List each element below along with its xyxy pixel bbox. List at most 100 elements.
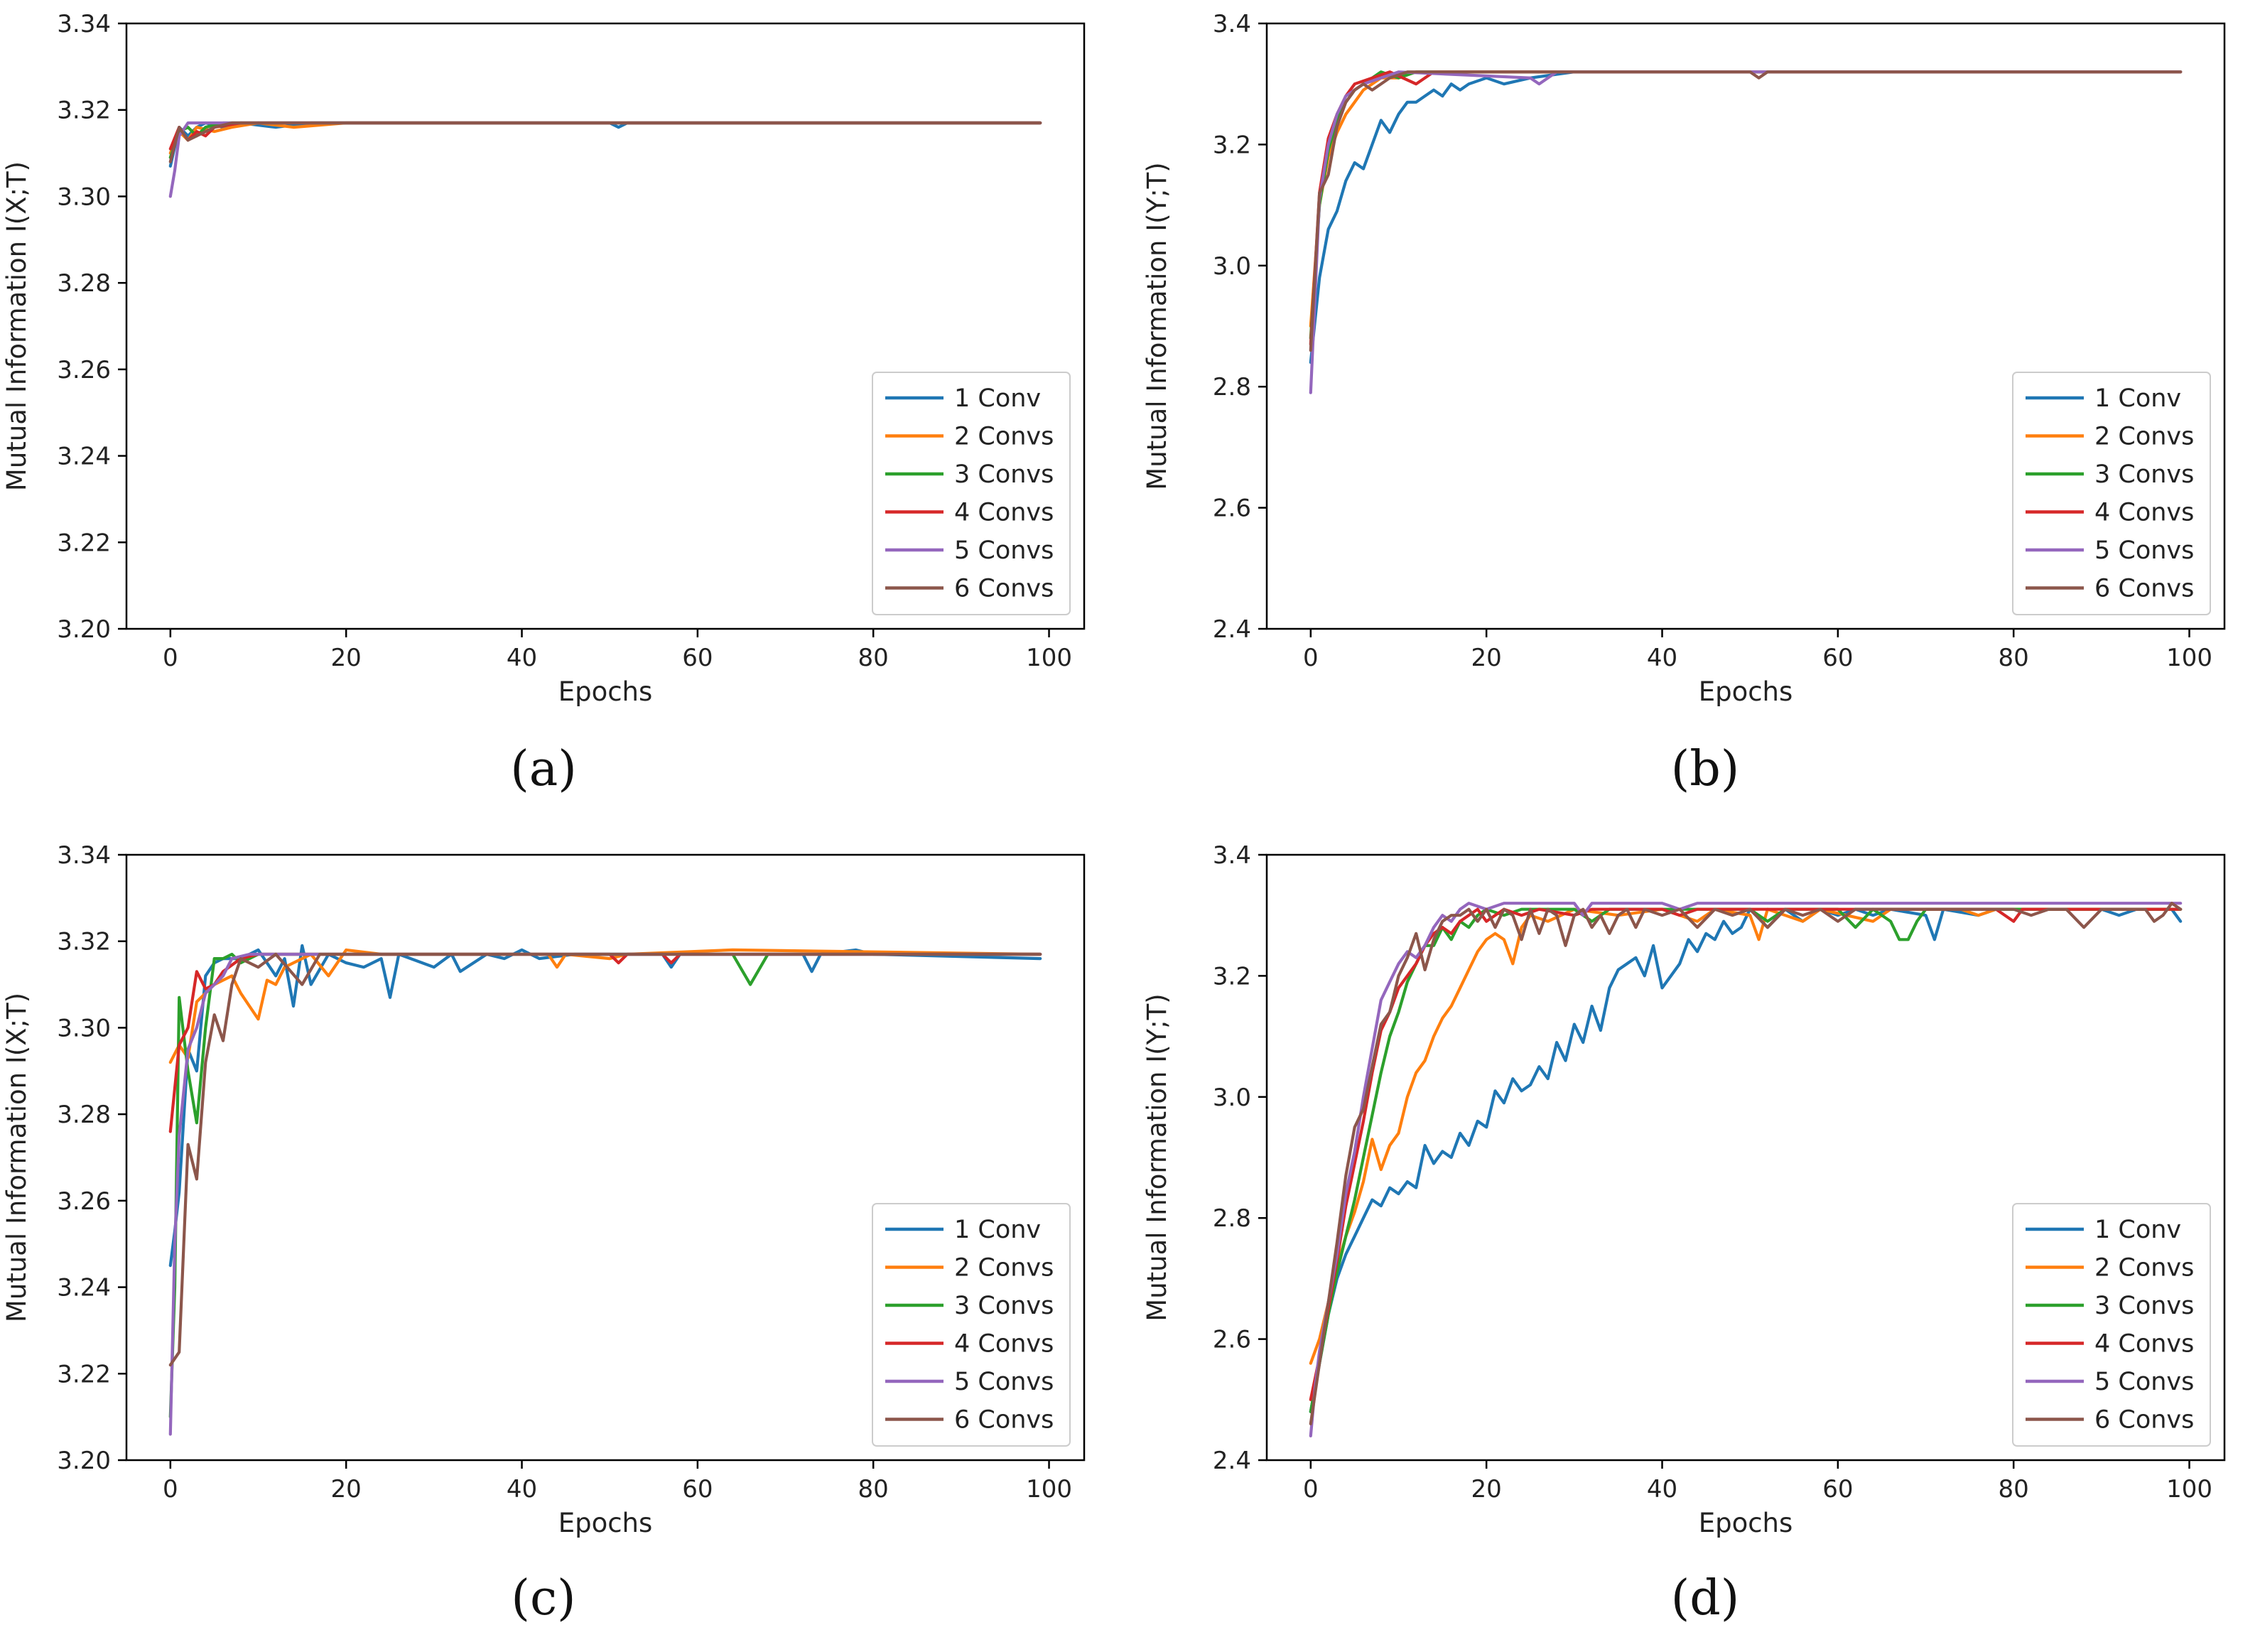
legend-label-1: 1 Conv [954,1216,1041,1244]
y-tick-label: 2.6 [1213,1326,1251,1354]
legend-label-6: 6 Convs [2094,1406,2194,1435]
y-tick-label: 3.34 [57,841,111,870]
x-tick-label: 60 [1822,1475,1853,1503]
series-lines [168,121,1042,198]
legend-label-2: 2 Convs [2094,1254,2194,1283]
series-lines [1309,70,2183,394]
y-tick-label: 3.2 [1213,962,1251,990]
plot-frame [1265,853,2226,1462]
plot-frame [125,853,1086,1462]
y-tick-label: 3.24 [57,1274,111,1302]
legend-label-5: 5 Convs [2094,1368,2194,1396]
legend-box [872,1203,1071,1447]
x-axis-label: Epochs [1699,676,1793,707]
y-axis-label: Mutual Information I(X;T) [1,161,32,491]
legend-label-2: 2 Convs [954,1254,1054,1283]
y-tick-label: 2.8 [1213,373,1251,401]
y-tick-label: 3.4 [1213,10,1251,38]
y-tick-label: 2.4 [1213,615,1251,644]
x-tick-label: 40 [1647,644,1677,672]
series-line-5 [168,952,1042,1436]
x-tick-label: 60 [1822,644,1853,672]
chart-panel-a: 0 20 40 60 80 100 3.20 3.22 3.24 3.26 3.28 3.30 3.32… [1,10,1086,797]
x-tick-label: 0 [163,1475,178,1503]
y-axis-label: Mutual Information I(Y;T) [1142,162,1172,490]
x-tick-label: 40 [507,644,537,672]
series-line-6 [1309,70,2183,352]
series-line-1 [168,121,1042,168]
legend: 1 Conv 2 Convs 3 Convs 4 Convs 5 Convs 6 Conv… [2012,372,2211,615]
y-tick-label: 3.0 [1213,1084,1251,1112]
series-line-5 [1309,902,2183,1437]
y-tick-label: 3.4 [1213,841,1251,870]
y-tick-label: 3.24 [57,443,111,471]
panel-caption: (d) [1671,1570,1740,1626]
legend: 1 Conv 2 Convs 3 Convs 4 Convs 5 Convs 6 Conv… [2012,1203,2211,1447]
y-tick-label: 3.26 [57,356,111,384]
legend: 1 Conv 2 Convs 3 Convs 4 Convs 5 Convs 6 Conv… [872,372,1071,615]
legend-label-3: 3 Convs [2094,460,2194,489]
y-tick-label: 3.20 [57,1447,111,1475]
y-tick-label: 3.32 [57,928,111,956]
panels: 0 20 40 60 80 1003.203.223.243.263.283.303.32… [1,10,2226,1626]
y-tick-label: 3.30 [57,1014,111,1042]
x-tick-label: 80 [1999,644,2029,672]
y-tick-label: 2.4 [1213,1447,1251,1475]
series-line-4 [168,952,1042,1133]
x-tick-label: 100 [1026,644,1072,672]
x-tick-label: 20 [1471,1475,1502,1503]
chart-panel-b: 0 20 40 60 80 100 2.4 2.6 2.8 3.0 3.2 3.4 Epochs Mutu… [1142,10,2226,797]
legend-label-3: 3 Convs [2094,1292,2194,1320]
legend-label-4: 4 Convs [954,1330,1054,1359]
legend-label-4: 4 Convs [2094,499,2194,527]
panel-caption: (a) [510,741,577,797]
x-tick-label: 0 [1303,644,1319,672]
series-line-6 [168,952,1042,1367]
legend: 1 Conv 2 Convs 3 Convs 4 Convs 5 Convs 6 Conv… [872,1203,1071,1447]
legend-label-1: 1 Conv [2094,1216,2181,1244]
chart-panel-c: 0 20 40 60 80 100 3.20 3.22 3.24 3.26 3.28 3.30 3.32… [1,841,1086,1626]
x-tick-label: 0 [1303,1475,1319,1503]
series-line-4 [1309,907,2183,1401]
legend-label-3: 3 Convs [954,460,1054,489]
legend-label-4: 4 Convs [2094,1330,2194,1359]
legend-box [872,372,1071,615]
legend-label-2: 2 Convs [954,423,1054,451]
series-line-6 [1309,902,2183,1425]
x-tick-label: 80 [858,1475,889,1503]
x-axis-label: Epochs [558,1508,653,1538]
legend-label-4: 4 Convs [954,499,1054,527]
x-tick-label: 100 [2166,1475,2212,1503]
y-tick-label: 3.34 [57,10,111,38]
chart-panel-d: 0 20 40 60 80 100 2.4 2.6 2.8 3.0 3.2 3.4 Epochs Mutu… [1142,841,2226,1626]
legend-label-6: 6 Convs [954,575,1054,603]
series-lines [168,944,1042,1436]
x-tick-label: 0 [163,644,178,672]
series-line-6 [168,121,1042,163]
series-line-5 [1309,70,2183,394]
series-line-3 [1309,907,2183,1413]
legend-label-6: 6 Convs [2094,575,2194,603]
y-tick-label: 3.22 [57,529,111,557]
x-tick-label: 60 [682,1475,713,1503]
x-tick-label: 60 [682,644,713,672]
x-axis-label: Epochs [558,676,653,707]
panel-caption: (c) [511,1570,575,1626]
y-tick-label: 2.6 [1213,495,1251,523]
x-tick-label: 20 [1471,644,1502,672]
series-lines [1309,902,2183,1437]
x-tick-label: 80 [1999,1475,2029,1503]
legend-label-1: 1 Conv [2094,384,2181,413]
y-tick-label: 3.22 [57,1360,111,1388]
x-tick-label: 20 [331,1475,362,1503]
y-tick-label: 3.2 [1213,131,1251,159]
y-axis-label: Mutual Information I(Y;T) [1142,993,1172,1321]
y-axis-label: Mutual Information I(X;T) [1,993,32,1322]
legend-label-5: 5 Convs [2094,536,2194,565]
legend-label-6: 6 Convs [954,1406,1054,1435]
x-tick-label: 40 [1647,1475,1677,1503]
legend-label-1: 1 Conv [954,384,1041,413]
y-tick-label: 3.26 [57,1187,111,1216]
